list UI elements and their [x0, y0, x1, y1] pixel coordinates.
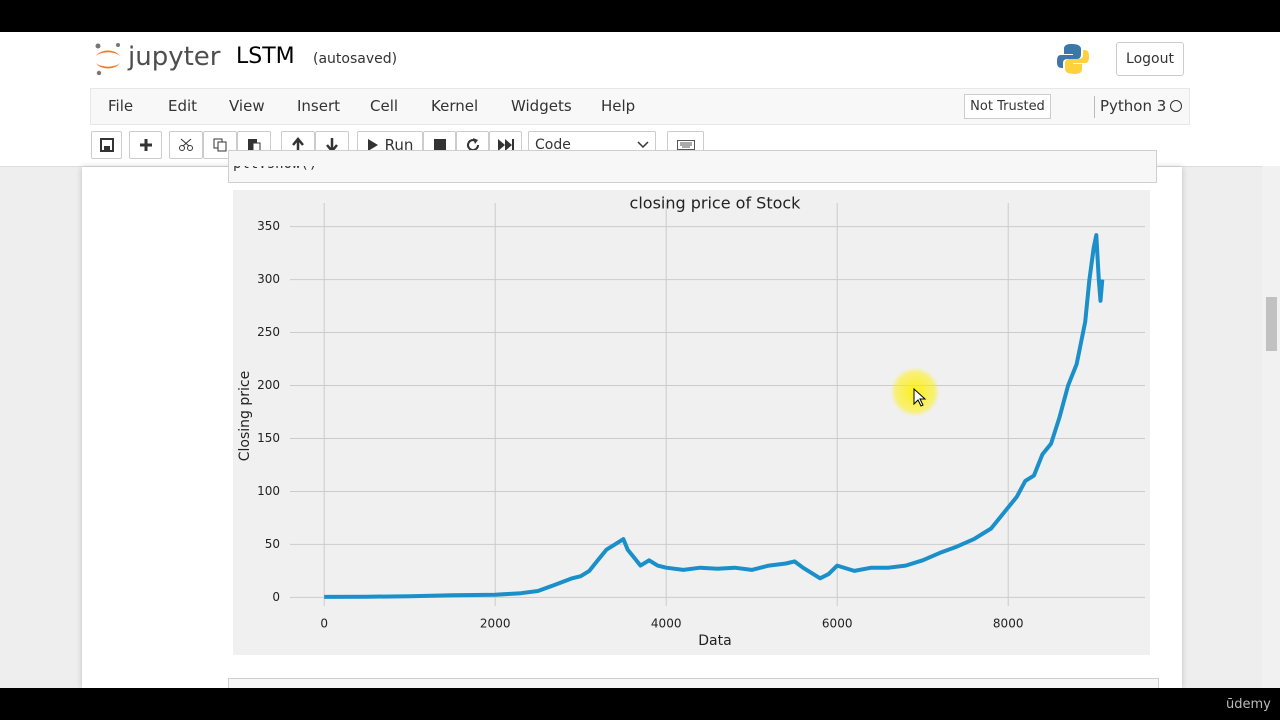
menu-item[interactable]: Edit — [168, 97, 198, 115]
notebook-name[interactable]: LSTM — [236, 44, 295, 69]
y-tick-label: 200 — [257, 378, 280, 392]
menu-item[interactable]: File — [108, 97, 134, 115]
code-cell[interactable] — [228, 150, 1157, 183]
price-line — [324, 233, 1105, 599]
python-logo — [1057, 44, 1089, 74]
logout-button[interactable]: Logout — [1116, 42, 1184, 76]
run-label: Run — [384, 136, 414, 154]
watermark: ūdemy — [1226, 697, 1271, 712]
kernel-name: Python 3 — [1100, 97, 1167, 115]
y-tick-label: 50 — [265, 537, 280, 551]
chart-background — [233, 190, 1150, 655]
scrollbar-thumb[interactable] — [1266, 297, 1277, 351]
save-button[interactable] — [91, 131, 122, 159]
y-tick-label: 250 — [257, 325, 280, 339]
chart-title: closing price of Stock — [630, 194, 802, 213]
menu-item[interactable]: Cell — [370, 97, 399, 115]
kernel-status — [1170, 100, 1182, 112]
menu-item[interactable]: Widgets — [511, 97, 572, 115]
x-axis-label: Data — [698, 633, 731, 649]
cut-button[interactable] — [169, 131, 203, 159]
jupyter-logo — [95, 43, 120, 76]
y-axis-label: Closing price — [237, 371, 253, 461]
x-tick-label: 0 — [320, 617, 328, 631]
x-tick-label: 4000 — [651, 617, 682, 631]
insert-cell-button[interactable] — [129, 131, 162, 159]
y-tick-label: 100 — [257, 484, 280, 498]
menu-item[interactable]: Kernel — [431, 97, 479, 115]
y-tick-label: 150 — [257, 431, 280, 445]
logo-text[interactable]: jupyter — [128, 42, 221, 72]
menu-item[interactable]: Help — [601, 97, 636, 115]
top-bar — [0, 0, 1280, 32]
menu-item[interactable]: View — [229, 97, 265, 115]
x-tick-label: 2000 — [480, 617, 511, 631]
cell-type-label: Code — [535, 137, 571, 153]
x-tick-label: 8000 — [993, 617, 1024, 631]
menu-item[interactable]: Insert — [297, 97, 341, 115]
scrollbar[interactable] — [1262, 166, 1280, 688]
code-text: plt.show() — [233, 166, 317, 172]
chart: closing price of Stock Data Closing pric… — [233, 190, 1150, 655]
y-tick-label: 300 — [257, 272, 280, 286]
bottom-bar — [0, 688, 1280, 720]
trust-indicator[interactable]: Not Trusted — [964, 94, 1051, 119]
x-tick-label: 6000 — [822, 617, 853, 631]
mouse-cursor — [913, 388, 927, 407]
y-tick-label: 350 — [257, 219, 280, 233]
y-tick-label: 0 — [272, 590, 280, 604]
save-status: (autosaved) — [313, 51, 398, 67]
separator — [1094, 96, 1095, 118]
